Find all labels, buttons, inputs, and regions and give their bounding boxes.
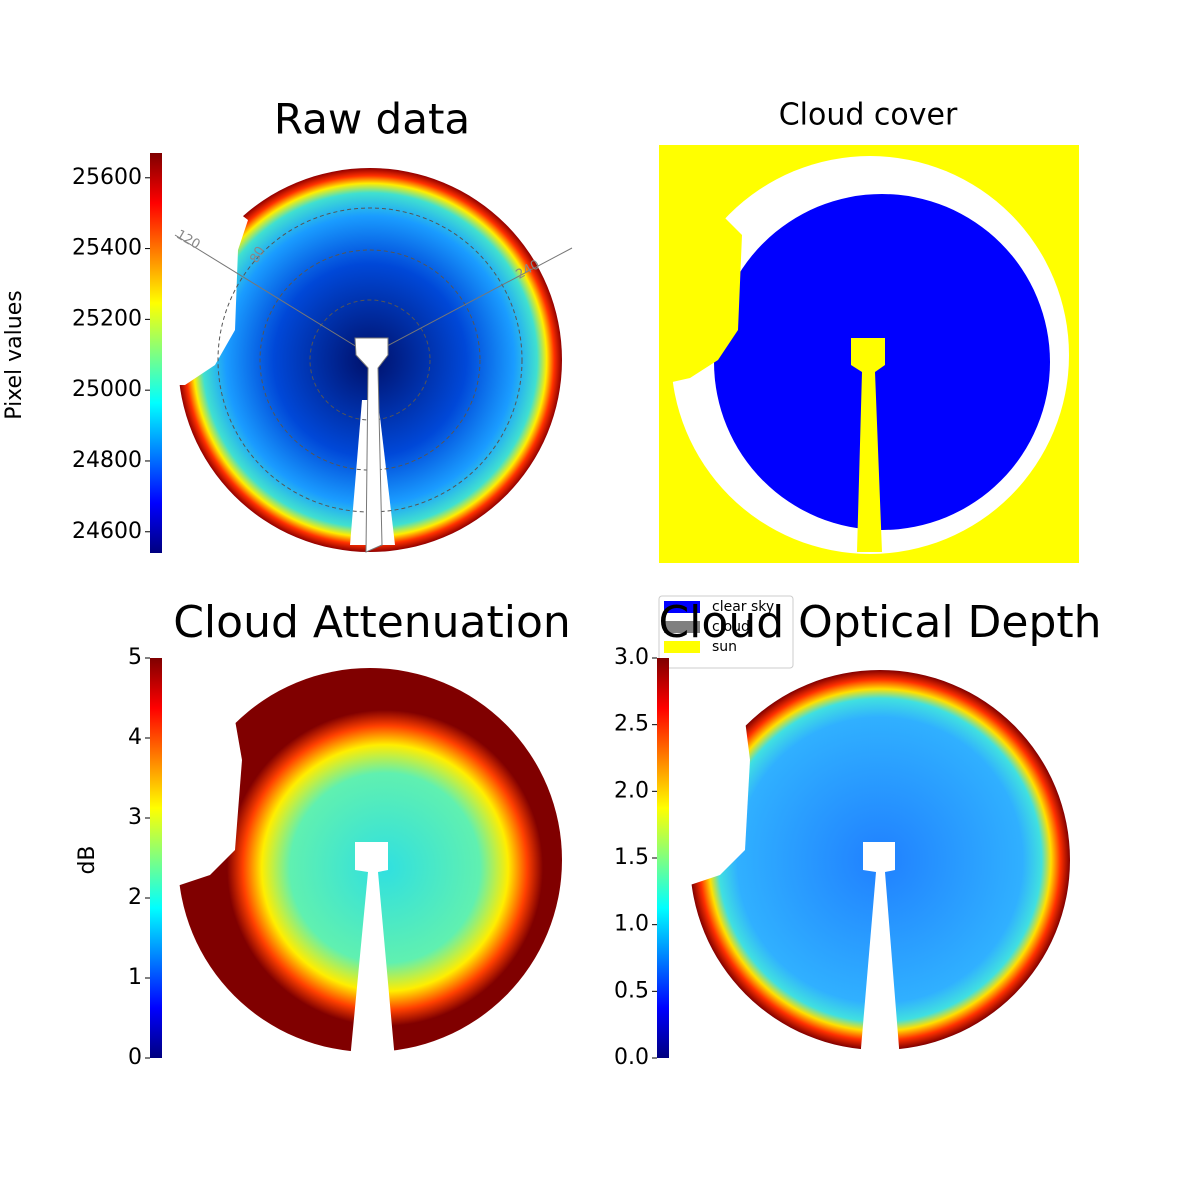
colorbar-tick-label: 2.0 (614, 778, 649, 803)
legend-label: sun (712, 639, 737, 655)
colorbar-label: dB (75, 845, 100, 874)
colorbar-tick-label: 2 (128, 885, 142, 910)
colorbar-tick-label: 24600 (72, 519, 142, 544)
colorbar-tick-label: 5 (128, 645, 142, 670)
panel-title: Raw data (274, 95, 470, 144)
polar-label: 80 (247, 244, 268, 266)
optical-depth-image (680, 660, 1070, 1060)
panel-title: Cloud Attenuation (173, 597, 571, 648)
raw-image (170, 160, 573, 553)
colorbar (150, 153, 162, 553)
attenuation-image (170, 660, 562, 1060)
legend-label: cloud (712, 619, 750, 635)
legend-label: clear sky (712, 599, 774, 615)
colorbar-tick-label: 3.0 (614, 645, 649, 670)
colorbar-tick-label: 25000 (72, 377, 142, 402)
colorbar-tick-label: 25200 (72, 306, 142, 331)
panel-title: Cloud Optical Depth (658, 597, 1101, 648)
colorbar-tick-label: 2.5 (614, 712, 649, 737)
colorbar (657, 658, 669, 1058)
colorbar-tick-label: 24800 (72, 448, 142, 473)
colorbar-tick-label: 1.5 (614, 845, 649, 870)
colorbar-tick-label: 1 (128, 965, 142, 990)
colorbar-tick-label: 25400 (72, 236, 142, 261)
colorbar-tick-label: 0.0 (614, 1045, 649, 1070)
cloud-cover-image (659, 145, 1079, 563)
legend-swatch (664, 601, 700, 613)
colorbar-tick-label: 1.0 (614, 912, 649, 937)
colorbar-tick-label: 0 (128, 1045, 142, 1070)
legend-swatch (664, 621, 700, 633)
colorbar (150, 658, 162, 1058)
colorbar-tick-label: 3 (128, 805, 142, 830)
colorbar-label: Pixel values (2, 290, 27, 419)
legend-swatch (664, 641, 700, 653)
colorbar-tick-label: 4 (128, 725, 142, 750)
colorbar-tick-label: 0.5 (614, 978, 649, 1003)
colorbar-tick-label: 25600 (72, 165, 142, 190)
panel-title: Cloud cover (779, 98, 958, 133)
